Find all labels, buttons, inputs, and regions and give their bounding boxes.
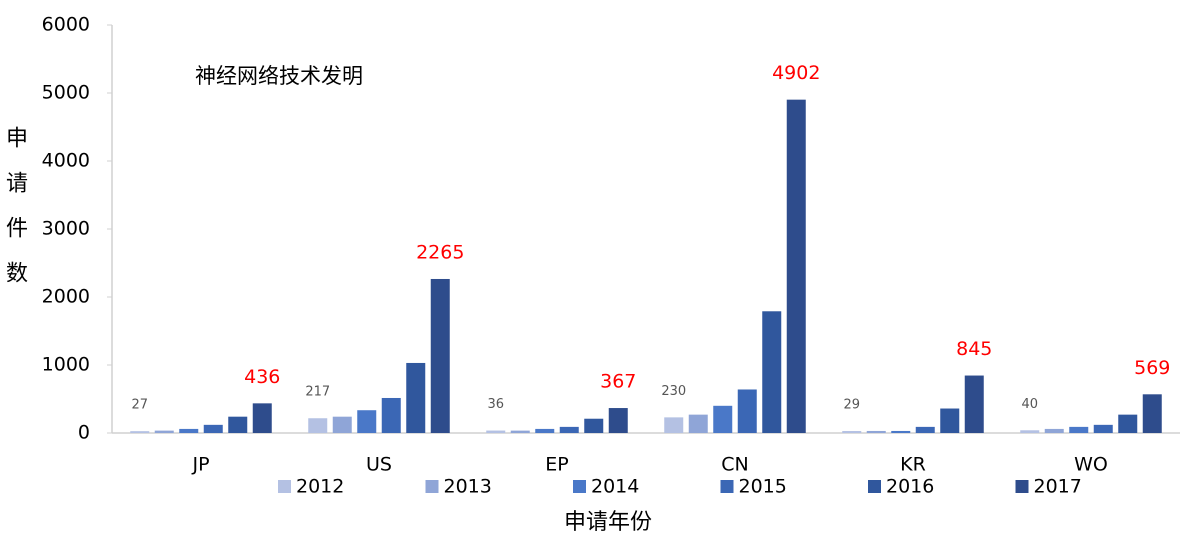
data-label: 4902 [772, 62, 820, 84]
data-label: 40 [1021, 397, 1038, 412]
x-tick-label: KR [900, 454, 926, 476]
bar [510, 430, 530, 433]
bar [608, 408, 628, 433]
bar [154, 430, 174, 433]
bar [1044, 428, 1064, 433]
bar [664, 417, 684, 433]
y-tick-label: 3000 [42, 218, 90, 240]
bar [252, 403, 272, 433]
bar [308, 418, 328, 433]
data-label: 27 [131, 398, 148, 413]
data-label: 569 [1134, 357, 1170, 379]
annotation: 神经网络技术发明 [195, 64, 363, 88]
data-label: 230 [661, 384, 686, 399]
bar [430, 278, 450, 433]
y-tick-label: 6000 [42, 14, 90, 36]
bar [1118, 414, 1138, 433]
legend-label: 2013 [444, 476, 492, 498]
bar [332, 416, 352, 433]
y-axis-label: 申请件数 [2, 126, 28, 306]
legend-label: 2012 [296, 476, 344, 498]
bar [1069, 426, 1089, 433]
bar [357, 410, 377, 433]
y-tick-label: 4000 [42, 150, 90, 172]
data-label: 845 [956, 338, 992, 360]
data-label: 436 [244, 366, 280, 388]
x-tick-label: EP [545, 454, 568, 476]
legend-swatch [720, 480, 734, 493]
bar [1093, 424, 1113, 433]
bar [842, 431, 862, 433]
data-label: 29 [843, 398, 860, 413]
legend-swatch [278, 480, 291, 493]
legend-swatch [1015, 480, 1029, 493]
legend-swatch [868, 480, 881, 493]
bar [964, 375, 984, 433]
bar [584, 418, 604, 433]
bar [866, 430, 886, 433]
y-tick-label: 2000 [42, 286, 90, 308]
bar [203, 424, 223, 433]
bar [381, 397, 401, 433]
x-axis-label: 申请年份 [564, 510, 652, 535]
legend-label: 2015 [739, 476, 787, 498]
legend-swatch [425, 480, 439, 493]
bar [891, 430, 911, 433]
data-label: 367 [600, 371, 636, 393]
x-tick-label: US [366, 454, 392, 476]
legend-swatch [573, 480, 586, 493]
bar [940, 408, 960, 433]
legend-label: 2016 [886, 476, 934, 498]
data-label: 36 [487, 397, 504, 412]
x-tick-label: CN [721, 454, 748, 476]
bar [406, 362, 426, 433]
bar [559, 426, 579, 433]
bar [688, 414, 708, 433]
data-label: 2265 [416, 241, 464, 263]
y-tick-label: 0 [78, 422, 90, 444]
bar [130, 431, 150, 433]
bar [179, 428, 199, 433]
bar [535, 428, 555, 433]
y-tick-label: 1000 [42, 354, 90, 376]
bar [762, 311, 782, 433]
bar [486, 430, 506, 433]
data-label: 217 [305, 385, 330, 400]
bar [1142, 394, 1162, 433]
bar [915, 426, 935, 433]
bar [786, 99, 806, 433]
y-tick-label: 5000 [42, 82, 90, 104]
bar [1020, 430, 1040, 433]
legend-label: 2017 [1034, 476, 1082, 498]
bar [228, 416, 248, 433]
bar [713, 405, 733, 433]
bar [737, 389, 757, 433]
x-tick-label: WO [1074, 454, 1108, 476]
x-tick-label: JP [191, 454, 209, 476]
legend-label: 2014 [591, 476, 639, 498]
